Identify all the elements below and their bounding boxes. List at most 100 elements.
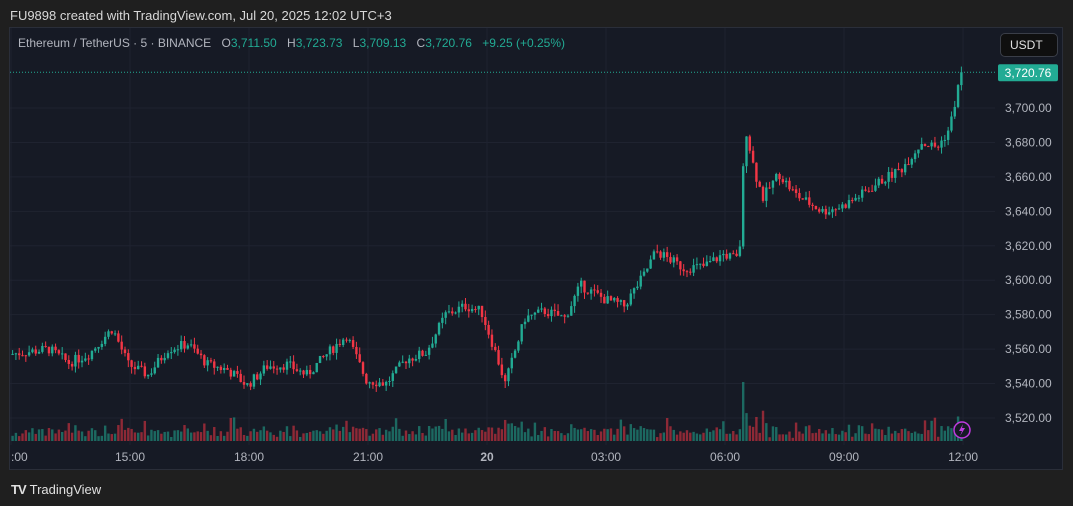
volume-bar xyxy=(685,430,689,441)
volume-bar xyxy=(398,428,401,441)
volume-bar xyxy=(338,430,342,441)
candle-body xyxy=(758,181,761,187)
volume-bar xyxy=(894,430,897,441)
candle-body xyxy=(110,331,113,334)
volume-bar xyxy=(870,423,874,441)
volume-bar xyxy=(411,431,414,441)
candle-body xyxy=(497,350,500,365)
volume-bar xyxy=(239,427,242,441)
volume-bar xyxy=(827,433,831,441)
volume-bar xyxy=(563,435,566,441)
candle-body xyxy=(74,354,77,367)
candle-body xyxy=(487,324,490,335)
volume-bar xyxy=(497,427,500,441)
volume-bar xyxy=(94,430,97,441)
volume-bar xyxy=(831,428,834,441)
candle-body xyxy=(583,280,586,293)
volume-bar xyxy=(219,431,223,441)
volume-bar xyxy=(408,434,411,441)
volume-bar xyxy=(672,429,675,441)
volume-bar xyxy=(133,432,137,441)
volume-bar xyxy=(464,428,467,441)
candle-body xyxy=(384,381,388,386)
candle-body xyxy=(923,144,927,147)
volume-bar xyxy=(305,432,309,441)
candle-body xyxy=(21,355,24,357)
candle-body xyxy=(477,305,480,310)
candle-body xyxy=(113,333,117,335)
candle-body xyxy=(338,343,342,345)
volume-bar xyxy=(556,431,560,441)
volume-bar xyxy=(844,432,847,441)
candle-body xyxy=(335,343,338,353)
candle-body xyxy=(652,251,656,260)
candle-body xyxy=(391,373,394,382)
volume-bar xyxy=(249,431,252,441)
currency-button[interactable]: USDT xyxy=(1000,33,1058,57)
symbol-label[interactable]: Ethereum / TetherUS · 5 · BINANCE xyxy=(18,36,212,50)
volume-bar xyxy=(718,429,722,441)
volume-bar xyxy=(682,432,685,441)
volume-bar xyxy=(745,413,748,441)
candle-body xyxy=(150,373,153,375)
candle-body xyxy=(44,345,47,347)
candle-body xyxy=(566,315,570,317)
candle-body xyxy=(669,256,672,263)
volume-bar xyxy=(725,433,728,441)
candle-body xyxy=(11,353,14,355)
volume-bar xyxy=(570,424,573,441)
volume-bar xyxy=(652,429,656,441)
chart-panel[interactable] xyxy=(9,27,1063,470)
candle-body xyxy=(732,253,735,255)
volume-bar xyxy=(642,428,646,441)
volume-bar xyxy=(629,424,632,441)
candle-body xyxy=(457,306,461,313)
candle-body xyxy=(725,253,728,259)
candle-body xyxy=(513,350,517,358)
volume-bar xyxy=(950,428,953,441)
candle-body xyxy=(930,142,933,147)
volume-bar xyxy=(216,435,219,441)
candle-body xyxy=(616,298,619,302)
volume-bar xyxy=(262,426,266,441)
candle-body xyxy=(299,370,302,372)
volume-bar xyxy=(500,429,504,441)
candle-body xyxy=(375,384,378,387)
volume-bar xyxy=(285,426,289,441)
candle-body xyxy=(262,365,266,374)
candle-body xyxy=(133,366,137,370)
candle-body xyxy=(910,159,913,165)
volume-bar xyxy=(322,433,325,441)
volume-bar xyxy=(451,429,454,441)
volume-bar xyxy=(236,428,239,441)
candle-body xyxy=(143,366,147,377)
volume-bar xyxy=(603,428,606,441)
candle-body xyxy=(692,265,695,273)
volume-bar xyxy=(97,436,100,441)
candle-body xyxy=(917,149,920,154)
volume-bar xyxy=(917,433,920,441)
candle-body xyxy=(427,347,431,355)
candle-body xyxy=(249,383,252,387)
volume-bar xyxy=(788,431,791,441)
candle-body xyxy=(348,340,351,342)
candle-body xyxy=(589,289,593,294)
candle-body xyxy=(434,334,437,344)
candle-body xyxy=(451,311,454,314)
candle-body xyxy=(229,369,232,377)
volume-bar xyxy=(728,433,732,441)
candle-body xyxy=(851,200,854,202)
candle-body xyxy=(378,382,381,387)
volume-bar xyxy=(619,419,623,441)
volume-bar xyxy=(798,431,801,441)
candle-body xyxy=(100,343,104,347)
volume-bar xyxy=(401,435,404,441)
candle-body xyxy=(173,349,176,353)
candle-body xyxy=(874,185,877,191)
volume-bar xyxy=(510,423,513,441)
volume-bar xyxy=(669,426,672,441)
candle-body xyxy=(804,197,808,200)
volume-bar xyxy=(328,427,332,441)
volume-bar xyxy=(437,425,441,441)
